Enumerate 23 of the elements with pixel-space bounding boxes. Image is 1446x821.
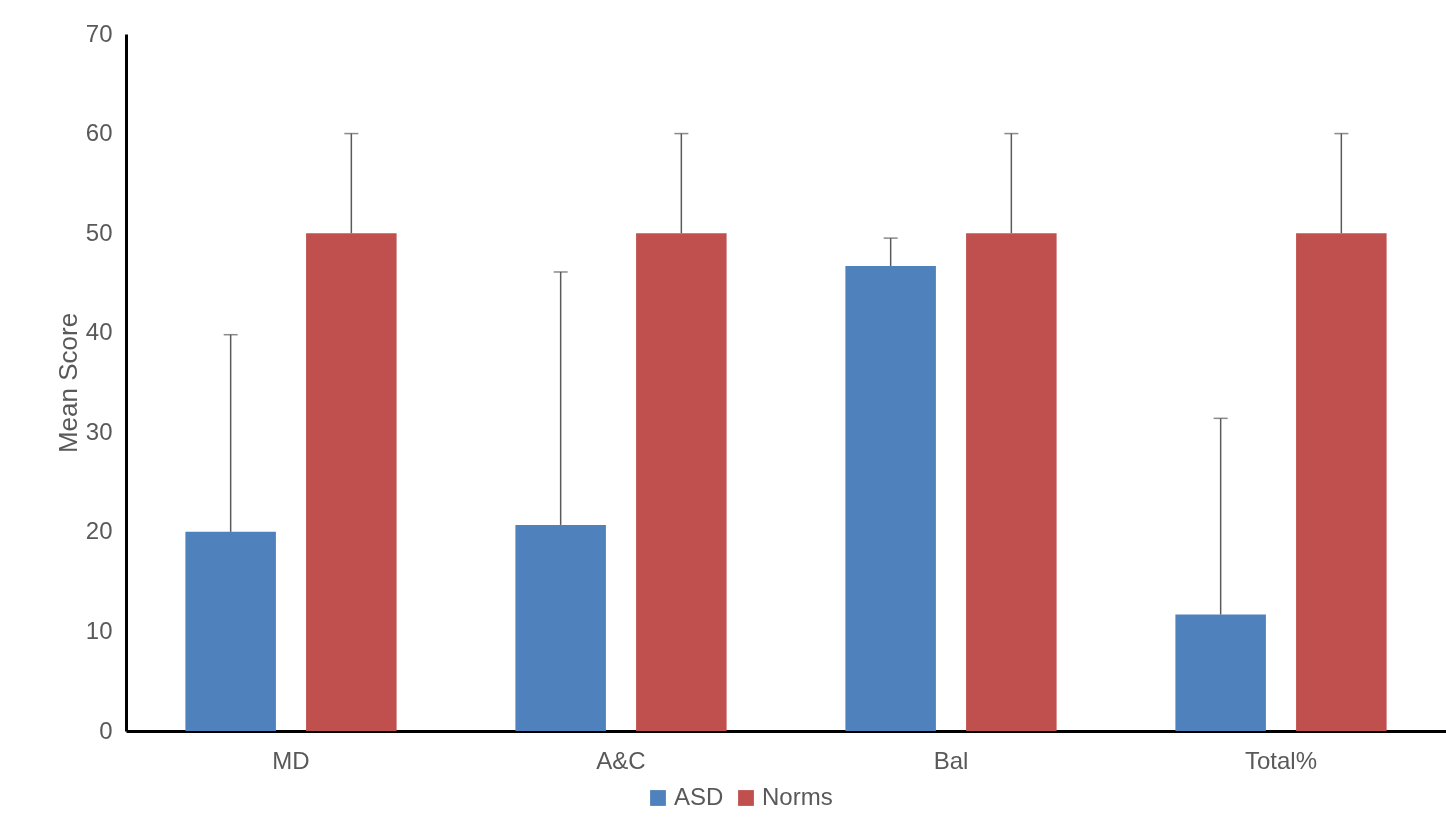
bar bbox=[1296, 233, 1387, 731]
x-tick-label: Total% bbox=[1244, 746, 1318, 774]
bar bbox=[1175, 614, 1266, 731]
y-tick-label: 20 bbox=[85, 517, 113, 545]
bar bbox=[515, 524, 606, 731]
y-tick-label: 10 bbox=[85, 616, 113, 644]
y-tick-label: 60 bbox=[85, 119, 113, 147]
x-tick-label: Bal bbox=[933, 746, 969, 774]
y-tick-label: 0 bbox=[99, 716, 113, 744]
legend-label: Norms bbox=[762, 783, 833, 810]
x-tick-label: A&C bbox=[596, 746, 646, 774]
y-tick-label: 70 bbox=[85, 19, 113, 47]
bar bbox=[185, 531, 276, 731]
y-axis-title: Mean Score bbox=[52, 312, 83, 454]
legend-label: ASD bbox=[674, 783, 724, 810]
bar bbox=[636, 233, 727, 731]
y-tick-label: 50 bbox=[85, 218, 113, 246]
x-tick-label: MD bbox=[272, 746, 310, 774]
bar bbox=[845, 266, 936, 731]
y-tick-label: 30 bbox=[85, 417, 113, 445]
bar bbox=[306, 233, 397, 731]
y-tick-label: 40 bbox=[85, 318, 113, 346]
bar bbox=[966, 233, 1057, 731]
